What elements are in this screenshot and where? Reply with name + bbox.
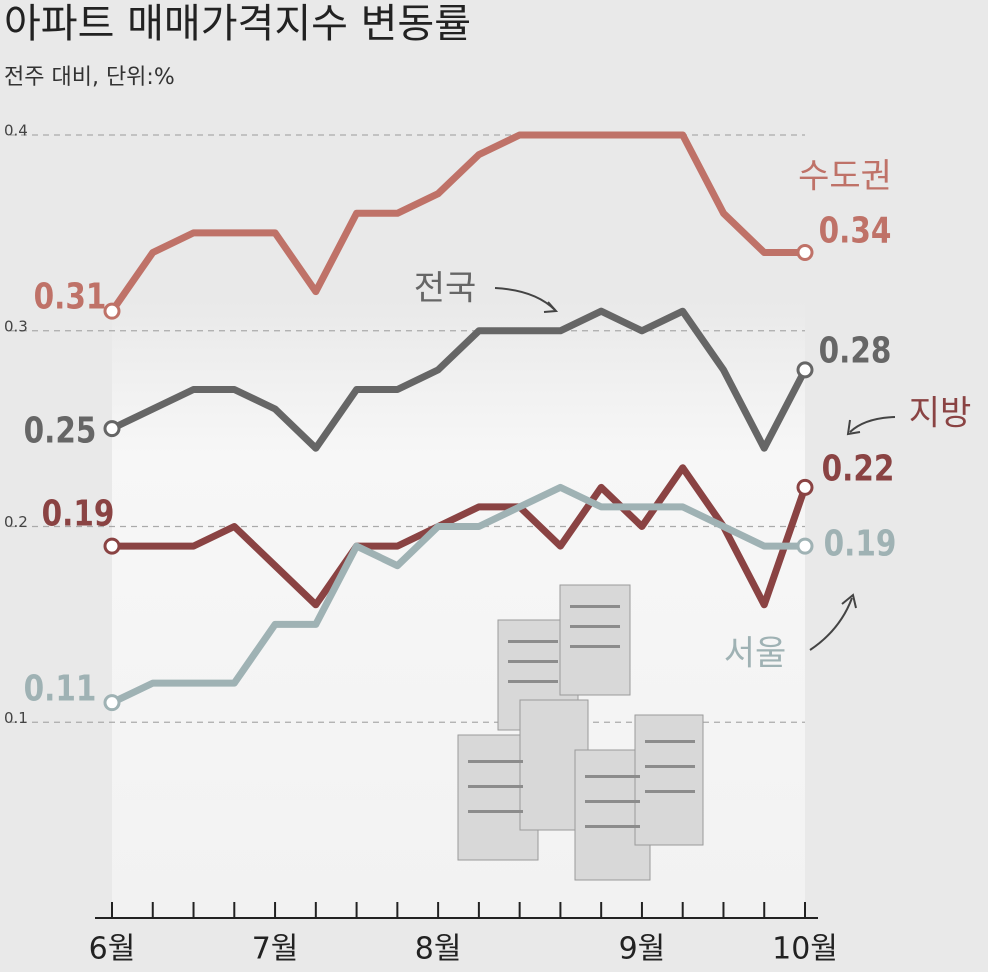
x-tick-label: 7월 bbox=[252, 932, 299, 967]
series-line bbox=[110, 483, 805, 706]
value-label: 0.19 bbox=[42, 491, 115, 534]
end-point bbox=[103, 694, 121, 712]
end-point bbox=[796, 243, 814, 261]
end-point bbox=[103, 537, 121, 555]
value-label: 0.25 bbox=[24, 408, 97, 451]
chart-subtitle: 전주 대비, 단위:% bbox=[4, 65, 175, 90]
y-tick-label: 0.2 bbox=[4, 513, 28, 531]
series-line bbox=[112, 464, 809, 609]
y-tick-label: 0.4 bbox=[4, 122, 28, 140]
callout-arrows bbox=[494, 287, 896, 651]
series-line bbox=[110, 307, 809, 452]
x-tick-label: 8월 bbox=[415, 932, 462, 967]
value-label: 0.28 bbox=[819, 328, 892, 371]
buildings bbox=[457, 584, 704, 881]
value-label: 0.34 bbox=[819, 208, 892, 251]
value-label: 0.31 bbox=[34, 274, 107, 317]
value-label: 0.11 bbox=[24, 666, 97, 709]
end-point bbox=[103, 302, 121, 320]
end-point bbox=[796, 537, 814, 555]
value-label: 0.22 bbox=[822, 446, 895, 489]
value-label: 0.19 bbox=[824, 521, 897, 564]
series-line bbox=[109, 131, 805, 314]
end-point bbox=[103, 420, 121, 438]
y-tick-label: 0.1 bbox=[4, 709, 28, 727]
end-point bbox=[796, 478, 814, 496]
series-name: 지방 bbox=[909, 394, 972, 434]
chart-title: 아파트 매매가격지수 변동률 bbox=[4, 1, 471, 47]
series-name: 서울 bbox=[724, 634, 787, 674]
x-tick-label: 9월 bbox=[619, 932, 666, 967]
x-tick-label: 10월 bbox=[772, 932, 838, 967]
end-point bbox=[796, 361, 814, 379]
x-tick-label: 6월 bbox=[89, 932, 136, 967]
y-tick-label: 0.3 bbox=[4, 317, 28, 335]
series-name: 전국 bbox=[414, 269, 477, 309]
series-name: 수도권 bbox=[798, 157, 892, 197]
